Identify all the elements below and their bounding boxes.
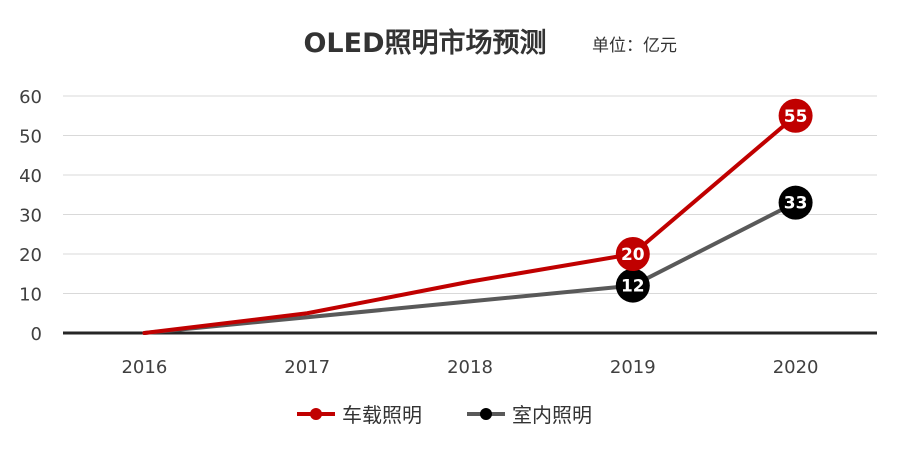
legend-swatch-marker bbox=[480, 408, 492, 420]
data-point-marker bbox=[778, 185, 813, 220]
legend: 车载照明 室内照明 bbox=[297, 403, 592, 427]
y-axis-ticks: 0 10 20 30 40 50 60 bbox=[19, 87, 42, 345]
x-tick-label: 2020 bbox=[773, 357, 819, 378]
y-tick-label: 0 bbox=[31, 324, 42, 345]
legend-label: 车载照明 bbox=[342, 403, 422, 427]
data-label: 12 bbox=[621, 277, 645, 297]
data-label: 55 bbox=[784, 107, 808, 127]
series-line bbox=[142, 113, 798, 335]
gridlines bbox=[63, 95, 877, 294]
y-tick-label: 40 bbox=[19, 166, 42, 187]
data-point-marker bbox=[615, 268, 650, 303]
series: 12 33 20 55 bbox=[142, 98, 813, 335]
chart-title: OLED照明市场预测 bbox=[303, 27, 546, 59]
x-axis-ticks: 2016 2017 2018 2019 2020 bbox=[121, 357, 818, 378]
legend-label: 室内照明 bbox=[512, 403, 592, 427]
x-tick-label: 2016 bbox=[121, 357, 167, 378]
x-tick-label: 2018 bbox=[447, 357, 493, 378]
y-tick-label: 10 bbox=[19, 285, 42, 306]
chart-unit: 单位：亿元 bbox=[592, 36, 677, 56]
data-point-marker bbox=[778, 98, 813, 133]
series-line bbox=[142, 200, 798, 335]
y-tick-label: 30 bbox=[19, 206, 42, 227]
x-tick-label: 2017 bbox=[284, 357, 330, 378]
x-tick-label: 2019 bbox=[610, 357, 656, 378]
y-tick-label: 60 bbox=[19, 87, 42, 108]
data-label: 33 bbox=[784, 194, 808, 214]
legend-swatch-marker bbox=[310, 408, 322, 420]
data-label: 20 bbox=[621, 245, 645, 265]
data-point-marker bbox=[615, 237, 650, 271]
y-tick-label: 20 bbox=[19, 245, 42, 266]
y-tick-label: 50 bbox=[19, 127, 42, 148]
